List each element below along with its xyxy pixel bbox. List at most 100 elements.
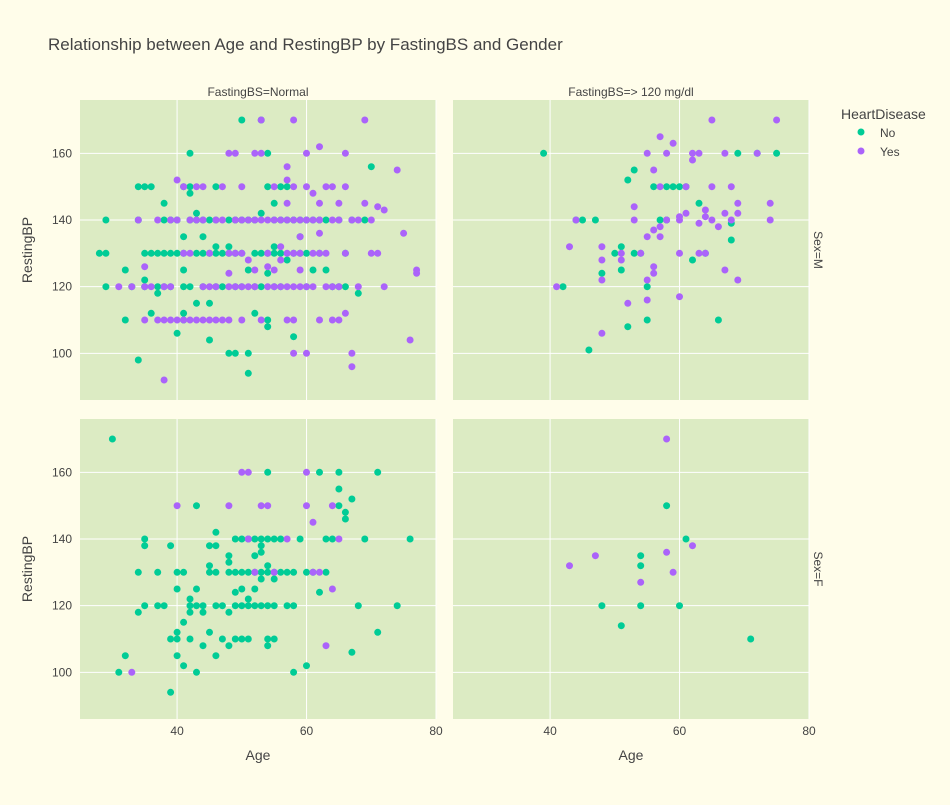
- data-point-yes[interactable]: [115, 283, 123, 291]
- data-point-yes[interactable]: [734, 276, 742, 284]
- data-point-no[interactable]: [361, 535, 369, 543]
- data-point-yes[interactable]: [689, 156, 696, 164]
- data-point-no[interactable]: [676, 602, 683, 610]
- data-point-no[interactable]: [251, 309, 259, 317]
- data-point-no[interactable]: [199, 233, 207, 241]
- data-point-no[interactable]: [264, 269, 272, 277]
- data-point-yes[interactable]: [773, 116, 781, 124]
- data-point-no[interactable]: [206, 336, 213, 344]
- data-point-no[interactable]: [354, 602, 362, 610]
- data-point-yes[interactable]: [669, 568, 677, 576]
- data-point-yes[interactable]: [225, 283, 233, 291]
- data-point-no[interactable]: [270, 249, 278, 257]
- data-point-no[interactable]: [264, 316, 272, 324]
- data-point-no[interactable]: [244, 568, 252, 576]
- data-point-no[interactable]: [238, 535, 246, 543]
- data-point-yes[interactable]: [167, 316, 175, 324]
- data-point-no[interactable]: [206, 628, 213, 636]
- data-point-yes[interactable]: [167, 283, 175, 291]
- data-point-no[interactable]: [277, 535, 285, 543]
- data-point-no[interactable]: [695, 199, 703, 207]
- data-point-yes[interactable]: [264, 263, 272, 271]
- data-point-no[interactable]: [108, 435, 116, 443]
- data-point-no[interactable]: [322, 535, 330, 543]
- data-point-yes[interactable]: [341, 149, 349, 157]
- data-point-no[interactable]: [218, 283, 226, 291]
- data-point-yes[interactable]: [328, 183, 336, 191]
- data-point-no[interactable]: [102, 216, 110, 224]
- data-point-no[interactable]: [225, 243, 233, 251]
- data-point-yes[interactable]: [251, 266, 259, 274]
- data-point-no[interactable]: [193, 602, 200, 610]
- data-point-no[interactable]: [598, 269, 606, 277]
- data-point-yes[interactable]: [251, 216, 259, 224]
- data-point-yes[interactable]: [257, 216, 265, 224]
- legend-item-yes[interactable]: Yes: [857, 145, 900, 159]
- data-point-yes[interactable]: [173, 502, 181, 510]
- data-point-yes[interactable]: [199, 183, 207, 191]
- data-point-yes[interactable]: [380, 206, 388, 214]
- data-point-no[interactable]: [115, 668, 123, 676]
- data-point-yes[interactable]: [180, 183, 188, 191]
- data-point-no[interactable]: [160, 199, 168, 207]
- data-point-yes[interactable]: [406, 336, 414, 344]
- data-point-yes[interactable]: [322, 283, 330, 291]
- data-point-yes[interactable]: [283, 199, 291, 207]
- data-point-yes[interactable]: [251, 568, 259, 576]
- data-point-no[interactable]: [141, 276, 149, 284]
- data-point-no[interactable]: [154, 283, 162, 291]
- data-point-no[interactable]: [257, 283, 265, 291]
- data-point-no[interactable]: [316, 588, 323, 596]
- data-point-yes[interactable]: [701, 213, 709, 221]
- data-point-yes[interactable]: [663, 548, 671, 556]
- data-point-yes[interactable]: [643, 296, 651, 304]
- data-point-yes[interactable]: [199, 316, 207, 324]
- data-point-yes[interactable]: [309, 568, 317, 576]
- data-point-yes[interactable]: [380, 283, 388, 291]
- data-point-no[interactable]: [238, 585, 246, 593]
- data-point-yes[interactable]: [676, 249, 683, 257]
- data-point-yes[interactable]: [650, 166, 658, 174]
- data-point-yes[interactable]: [277, 256, 285, 264]
- data-point-yes[interactable]: [296, 266, 304, 274]
- data-point-yes[interactable]: [296, 233, 304, 241]
- data-point-no[interactable]: [206, 299, 213, 307]
- data-point-yes[interactable]: [708, 183, 716, 191]
- data-point-yes[interactable]: [656, 183, 664, 191]
- data-point-no[interactable]: [180, 266, 188, 274]
- data-point-yes[interactable]: [643, 233, 651, 241]
- data-point-yes[interactable]: [695, 219, 703, 227]
- data-point-no[interactable]: [676, 183, 683, 191]
- data-point-no[interactable]: [199, 249, 207, 257]
- data-point-yes[interactable]: [328, 283, 336, 291]
- data-point-yes[interactable]: [663, 216, 671, 224]
- data-point-no[interactable]: [257, 568, 265, 576]
- data-point-yes[interactable]: [328, 216, 336, 224]
- data-point-yes[interactable]: [643, 276, 651, 284]
- data-point-no[interactable]: [180, 618, 188, 626]
- data-point-yes[interactable]: [354, 216, 362, 224]
- data-point-yes[interactable]: [264, 283, 272, 291]
- data-point-no[interactable]: [186, 635, 194, 643]
- data-point-yes[interactable]: [753, 149, 761, 157]
- data-point-no[interactable]: [180, 233, 188, 241]
- data-point-no[interactable]: [264, 635, 272, 643]
- data-point-no[interactable]: [193, 585, 200, 593]
- data-point-no[interactable]: [147, 183, 155, 191]
- data-point-no[interactable]: [617, 243, 625, 251]
- data-point-yes[interactable]: [141, 263, 149, 271]
- data-point-no[interactable]: [341, 283, 349, 291]
- data-point-yes[interactable]: [238, 283, 246, 291]
- data-point-yes[interactable]: [348, 349, 356, 357]
- data-point-no[interactable]: [141, 249, 149, 257]
- legend-item-no[interactable]: No: [857, 126, 896, 140]
- data-point-no[interactable]: [257, 602, 265, 610]
- data-point-no[interactable]: [251, 585, 259, 593]
- data-point-no[interactable]: [283, 256, 291, 264]
- data-point-yes[interactable]: [141, 283, 149, 291]
- data-point-yes[interactable]: [335, 316, 343, 324]
- data-point-yes[interactable]: [238, 183, 246, 191]
- data-point-yes[interactable]: [225, 149, 233, 157]
- data-point-yes[interactable]: [212, 216, 220, 224]
- data-point-yes[interactable]: [643, 149, 651, 157]
